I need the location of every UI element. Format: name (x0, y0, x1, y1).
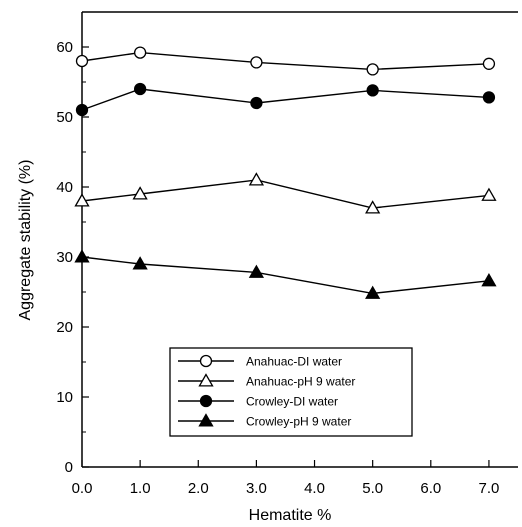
data-point (366, 84, 379, 97)
legend-label: Crowley-DI water (246, 395, 338, 409)
y-axis-title: Aggregate stability (%) (17, 160, 34, 321)
data-point (250, 96, 263, 110)
legend-marker (198, 373, 214, 387)
data-point (133, 46, 147, 59)
legend-marker (199, 354, 213, 368)
x-tick-label: 0.0 (72, 480, 93, 497)
data-point (74, 249, 90, 263)
legend-label: Crowley-pH 9 water (246, 415, 351, 429)
data-point (482, 57, 496, 70)
series-4 (74, 249, 497, 299)
x-axis-title: Hematite % (249, 507, 332, 524)
legend: Anahuac-DI water Anahuac-pH 9 water Crowle… (169, 347, 413, 437)
data-point (75, 103, 89, 117)
x-tick-label: 1.0 (130, 480, 151, 497)
legend-label: Anahuac-DI water (246, 355, 342, 369)
x-tick-label: 6.0 (420, 480, 441, 497)
data-point (132, 186, 148, 200)
y-axis: 0 10 20 30 40 50 60 (56, 39, 89, 476)
data-point (75, 54, 89, 68)
data-point (133, 82, 147, 96)
series-2 (74, 172, 497, 214)
data-point (481, 187, 497, 201)
data-point (481, 272, 497, 287)
legend-marker (199, 394, 213, 408)
data-point (365, 200, 381, 214)
x-tick-label: 2.0 (188, 480, 209, 497)
data-point (250, 56, 263, 69)
data-point (248, 264, 265, 278)
x-tick-label: 4.0 (304, 480, 325, 497)
legend-label: Anahuac-pH 9 water (246, 375, 355, 389)
series-1 (75, 46, 496, 76)
y-tick-label: 10 (56, 389, 73, 406)
data-point (248, 172, 265, 186)
y-tick-label: 40 (56, 179, 73, 196)
series-layer (74, 46, 497, 299)
plot-frame (81, 11, 518, 468)
data-point (74, 193, 90, 207)
x-tick-label: 7.0 (479, 480, 500, 497)
data-point (132, 256, 148, 270)
legend-marker (198, 413, 214, 427)
x-axis: 0.0 1.0 2.0 3.0 4.0 5.0 6.0 7.0 (72, 460, 500, 497)
series-3 (75, 82, 496, 117)
y-tick-label: 20 (56, 319, 73, 336)
data-point (365, 285, 381, 299)
y-tick-label: 0 (65, 459, 73, 476)
data-point (366, 63, 379, 76)
y-tick-label: 50 (56, 109, 73, 126)
x-tick-label: 5.0 (362, 480, 383, 497)
y-tick-label: 30 (56, 249, 73, 266)
y-tick-label: 60 (56, 39, 73, 56)
data-point (482, 91, 496, 104)
x-tick-label: 3.0 (246, 480, 267, 497)
